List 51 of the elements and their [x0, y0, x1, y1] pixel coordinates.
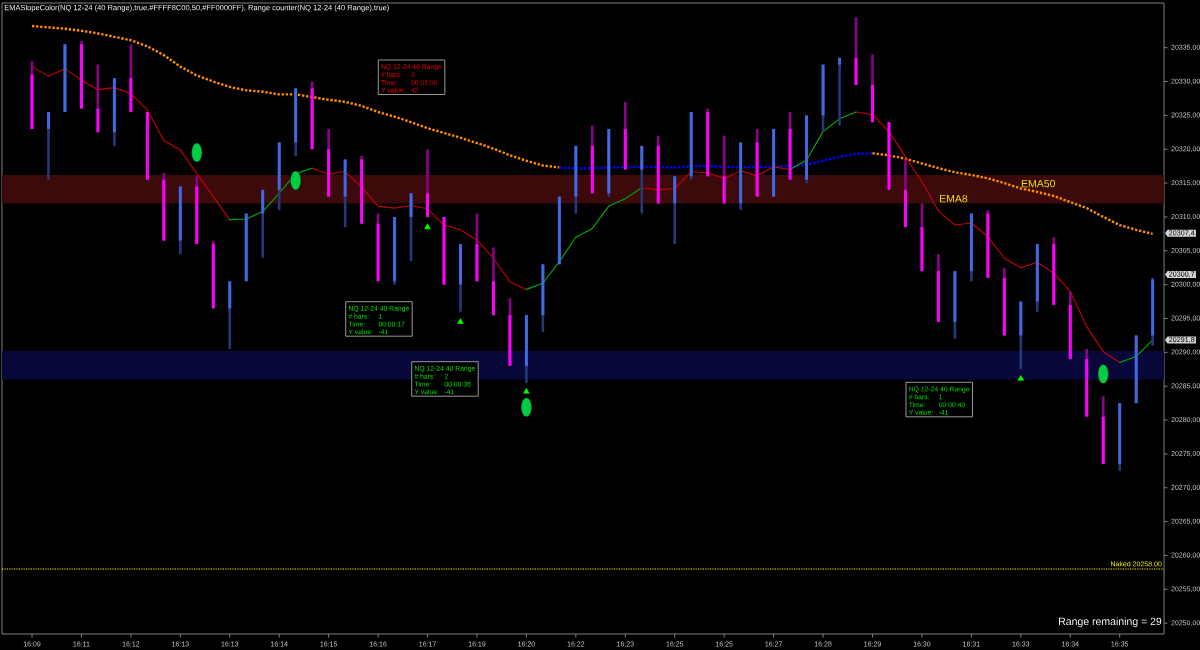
- candlestick: [162, 171, 166, 242]
- candlestick: [854, 15, 858, 87]
- candlestick: [1134, 334, 1138, 405]
- candlestick: [46, 110, 50, 181]
- candlestick: [228, 279, 232, 351]
- candlestick: [1068, 290, 1072, 361]
- candlestick: [541, 263, 545, 334]
- candlestick: [656, 134, 660, 205]
- annotation: Range remaining = 29: [1059, 617, 1162, 628]
- candlestick: [63, 42, 67, 114]
- candlestick: [96, 63, 100, 134]
- candlestick: [1052, 235, 1056, 307]
- candlestick: [871, 53, 874, 124]
- candlestick: [1101, 395, 1105, 466]
- candlestick: [475, 212, 479, 283]
- candlestick: [640, 144, 644, 215]
- candlestick: [426, 147, 430, 219]
- point: [1016, 374, 1025, 382]
- candlestick: [261, 188, 265, 259]
- candlestick: [244, 212, 248, 283]
- candlestick: [277, 141, 281, 212]
- candlestick: [30, 59, 34, 131]
- candlestick: [376, 212, 380, 283]
- point: [456, 317, 465, 325]
- candlestick: [458, 242, 462, 314]
- point: [423, 222, 432, 230]
- candlestick: [722, 134, 726, 205]
- candlestick: [129, 42, 133, 114]
- candlestick: [607, 127, 611, 198]
- series-label: EMA8: [940, 194, 968, 203]
- candlestick: [1085, 347, 1089, 418]
- series-label: EMA50: [1021, 179, 1056, 188]
- candlestick: [195, 175, 199, 246]
- candlestick: [755, 127, 759, 198]
- candlestick: [310, 80, 314, 151]
- candlestick: [920, 202, 924, 273]
- candlestick: [821, 63, 825, 134]
- point: [522, 387, 531, 394]
- candlestick: [788, 110, 792, 181]
- candlestick: [409, 191, 413, 263]
- candlestick: [986, 208, 990, 280]
- candlestick: [673, 175, 677, 246]
- candlestick: [442, 215, 446, 286]
- candlestick: [574, 144, 578, 215]
- candlestick: [953, 269, 957, 341]
- candlestick: [887, 120, 891, 192]
- candlestick: [1019, 300, 1023, 371]
- candlestick: [689, 110, 693, 181]
- candlestick: [343, 158, 347, 229]
- candlestick: [508, 296, 512, 368]
- candlestick: [838, 56, 842, 127]
